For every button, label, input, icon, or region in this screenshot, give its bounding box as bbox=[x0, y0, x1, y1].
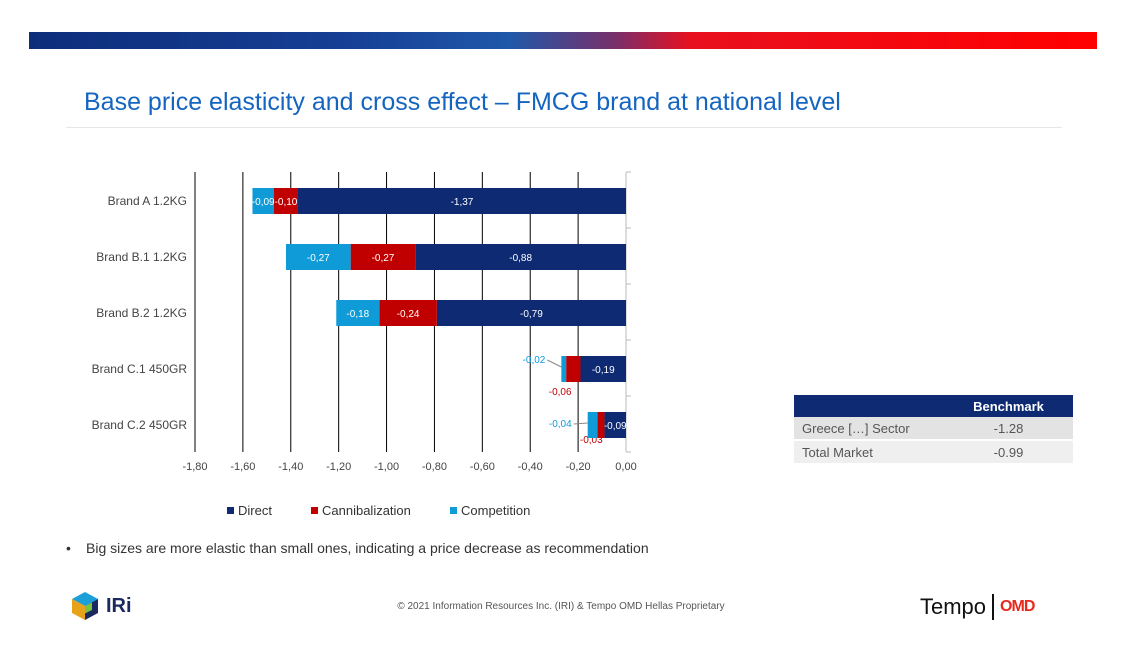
benchmark-header-blank bbox=[794, 395, 944, 417]
legend-label-competition: Competition bbox=[461, 503, 531, 518]
iri-logo: IRi bbox=[70, 591, 132, 621]
legend-item-cannibalization: Cannibalization bbox=[311, 503, 411, 518]
leader-line bbox=[573, 422, 588, 425]
data-label: -0,02 bbox=[523, 355, 546, 366]
bar-cannibalization bbox=[350, 244, 416, 270]
data-label: -0,24 bbox=[397, 309, 420, 320]
title-divider bbox=[66, 127, 1062, 128]
legend-label-cannibalization: Cannibalization bbox=[322, 503, 411, 518]
x-tick-label: -0,40 bbox=[518, 461, 543, 473]
footer-copyright: © 2021 Information Resources Inc. (IRI) … bbox=[397, 601, 725, 612]
bar-direct bbox=[580, 356, 626, 382]
category-label: Brand B.1 1.2KG bbox=[96, 250, 187, 264]
x-tick-label: -1,80 bbox=[182, 461, 207, 473]
legend-label-direct: Direct bbox=[238, 503, 272, 518]
iri-logo-text: IRi bbox=[106, 594, 132, 617]
bar-direct bbox=[297, 188, 626, 214]
iri-cube-icon bbox=[72, 592, 98, 620]
data-label: -0,79 bbox=[520, 309, 543, 320]
legend-swatch-direct bbox=[227, 507, 234, 514]
bar-cannibalization bbox=[566, 356, 581, 382]
data-label: -0,27 bbox=[372, 253, 395, 264]
bar-competition bbox=[336, 300, 380, 326]
data-label: -0,04 bbox=[549, 419, 572, 430]
category-label: Brand C.2 450GR bbox=[92, 418, 188, 432]
insight-text: Big sizes are more elastic than small on… bbox=[86, 540, 649, 556]
data-label: -0,27 bbox=[307, 253, 330, 264]
bar-cannibalization bbox=[597, 412, 605, 438]
bar-direct bbox=[436, 300, 626, 326]
top-color-bar bbox=[29, 32, 1097, 49]
legend-item-competition: Competition bbox=[450, 503, 530, 518]
logo-separator bbox=[992, 594, 995, 620]
x-tick-label: -0,60 bbox=[470, 461, 495, 473]
leader-line bbox=[547, 359, 562, 368]
data-label: -1,37 bbox=[451, 197, 474, 208]
x-tick-label: -1,60 bbox=[230, 461, 255, 473]
category-label: Brand A 1.2KG bbox=[108, 194, 187, 208]
tempo-omd-logo: Tempo OMD bbox=[920, 594, 1035, 620]
table-row: Total Market -0.99 bbox=[794, 440, 1073, 465]
chart-legend: Direct Cannibalization Competition bbox=[0, 503, 1122, 521]
legend-swatch-competition bbox=[450, 507, 457, 514]
data-label: -0,10 bbox=[275, 197, 298, 208]
benchmark-row-label: Total Market bbox=[794, 440, 944, 465]
bar-competition bbox=[252, 188, 275, 214]
bar-direct bbox=[604, 412, 626, 438]
tempo-logo-text: Tempo bbox=[920, 594, 987, 619]
bar-cannibalization bbox=[274, 188, 298, 214]
data-label: -0,06 bbox=[549, 387, 572, 398]
benchmark-row-value: -1.28 bbox=[944, 417, 1073, 441]
data-label: -0,88 bbox=[509, 253, 532, 264]
table-row: Greece […] Sector -1.28 bbox=[794, 417, 1073, 441]
data-label: -0,19 bbox=[592, 365, 615, 376]
data-label: -0,09 bbox=[252, 197, 275, 208]
bullet-dot-icon: • bbox=[66, 540, 71, 556]
data-label: -0,09 bbox=[604, 421, 627, 432]
bar-competition bbox=[587, 412, 598, 438]
data-label: -0,03 bbox=[580, 435, 603, 446]
x-tick-label: -0,20 bbox=[566, 461, 591, 473]
legend-item-direct: Direct bbox=[227, 503, 272, 518]
x-tick-label: -1,20 bbox=[326, 461, 351, 473]
bar-competition bbox=[561, 356, 567, 382]
elasticity-chart: -1,80 -1,60 -1,40 -1,20 -1,00 -0,80 -0,60 -0,40… bbox=[92, 171, 637, 473]
x-tick-label: -0,80 bbox=[422, 461, 447, 473]
category-label: Brand B.2 1.2KG bbox=[96, 306, 187, 320]
x-tick-label: 0,00 bbox=[615, 461, 636, 473]
benchmark-row-label: Greece […] Sector bbox=[794, 417, 944, 441]
legend-swatch-cannibalization bbox=[311, 507, 318, 514]
bar-cannibalization bbox=[379, 300, 437, 326]
data-label: -0,18 bbox=[346, 309, 369, 320]
insight-bullet: • Big sizes are more elastic than small o… bbox=[66, 540, 649, 556]
benchmark-header-row: Benchmark bbox=[794, 395, 1073, 417]
benchmark-table: Benchmark Greece […] Sector -1.28 Total … bbox=[794, 395, 1073, 465]
bar-direct bbox=[415, 244, 626, 270]
x-tick-label: -1,00 bbox=[374, 461, 399, 473]
x-tick-label: -1,40 bbox=[278, 461, 303, 473]
benchmark-header: Benchmark bbox=[944, 395, 1073, 417]
omd-logo-mark: OMD bbox=[1000, 598, 1035, 615]
category-label: Brand C.1 450GR bbox=[92, 362, 188, 376]
benchmark-row-value: -0.99 bbox=[944, 440, 1073, 465]
page-title: Base price elasticity and cross effect –… bbox=[84, 88, 841, 116]
bar-competition bbox=[285, 244, 351, 270]
